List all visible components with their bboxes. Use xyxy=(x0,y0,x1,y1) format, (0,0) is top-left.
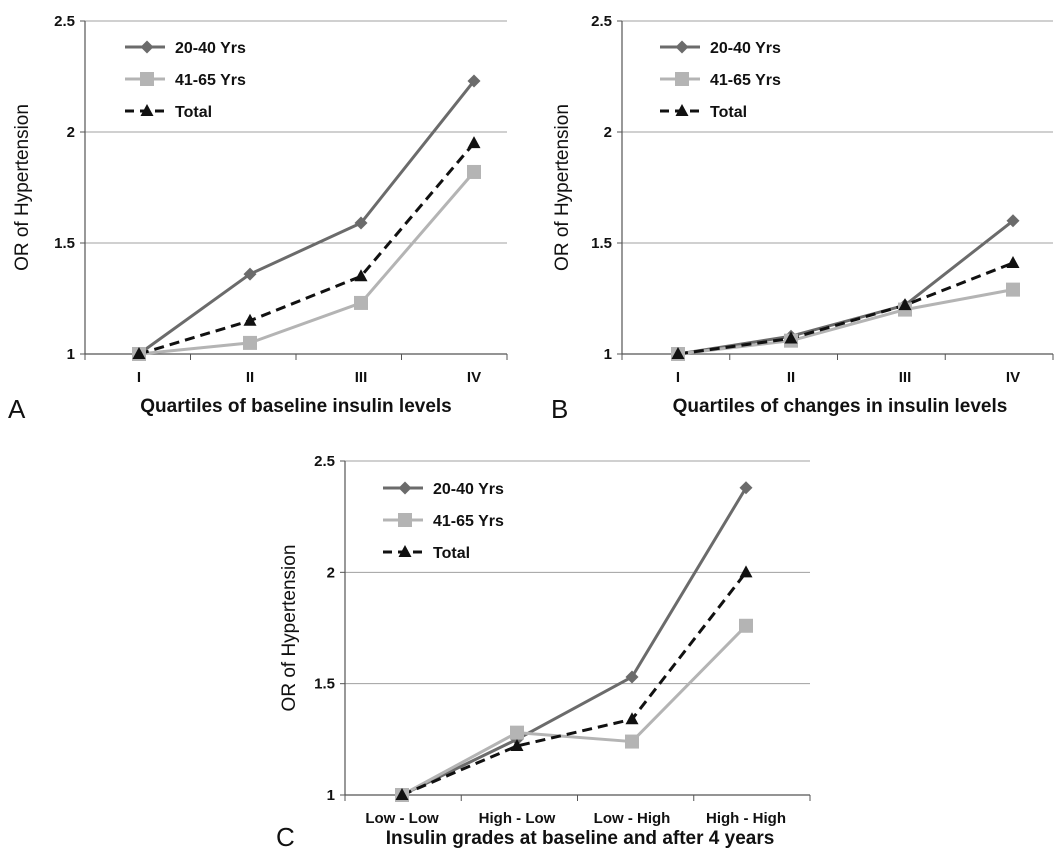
x-tick-label: IV xyxy=(467,369,481,386)
x-tick-label: III xyxy=(355,369,368,386)
y-tick-label: 1.5 xyxy=(591,235,612,252)
y-tick-label: 2.5 xyxy=(591,13,612,30)
data-point xyxy=(395,788,409,800)
x-tick-label: High - Low xyxy=(479,810,556,827)
x-axis-title: Quartiles of changes in insulin levels xyxy=(673,396,1008,417)
x-axis-title: Insulin grades at baseline and after 4 y… xyxy=(386,828,775,849)
data-point xyxy=(243,267,257,281)
data-point xyxy=(1006,214,1020,228)
series-line-total xyxy=(677,261,1014,356)
chart-panel-c: 1 1.5 2 2.5 Low - Low High - Low Low - High Hig… xyxy=(276,453,811,852)
data-point xyxy=(898,298,912,311)
y-tick-label: 2 xyxy=(604,124,612,141)
legend-label: 20-40 Yrs xyxy=(175,40,246,57)
x-tick-label: IV xyxy=(1006,369,1020,386)
y-tick-label: 2.5 xyxy=(314,453,335,470)
series-line-20-40-yrs xyxy=(138,80,476,356)
x-tick-label: II xyxy=(246,369,254,386)
legend-marker xyxy=(675,40,689,54)
data-point xyxy=(625,734,639,749)
y-tick-label: 1.5 xyxy=(54,235,75,252)
data-point xyxy=(354,216,368,230)
panel-letter: C xyxy=(276,822,295,852)
data-point xyxy=(510,725,524,740)
y-tick-label: 1 xyxy=(604,346,612,363)
y-tick-label: 1.5 xyxy=(314,676,335,693)
data-point xyxy=(467,74,481,88)
legend: 20-40 Yrs 41-65 Yrs Total xyxy=(125,40,246,121)
data-point xyxy=(243,335,257,350)
data-point xyxy=(739,481,753,495)
data-point xyxy=(625,670,639,684)
legend-label: 41-65 Yrs xyxy=(175,72,246,89)
legend-label: 41-65 Yrs xyxy=(710,72,781,89)
series-line-41-65-yrs xyxy=(401,624,748,797)
series-line-total xyxy=(401,571,748,797)
legend-marker xyxy=(675,104,689,116)
y-tick-label: 2.5 xyxy=(54,13,75,30)
x-tick-label: III xyxy=(899,369,912,386)
data-point xyxy=(243,313,257,326)
legend: 20-40 Yrs 41-65 Yrs Total xyxy=(383,481,504,562)
y-tick-label: 1 xyxy=(67,346,75,363)
x-tick-label: Low - Low xyxy=(365,810,439,827)
x-tick-label: II xyxy=(787,369,795,386)
x-tick-label: I xyxy=(137,369,141,386)
y-axis-title: OR of Hypertension xyxy=(12,104,33,271)
data-point xyxy=(739,618,753,633)
x-tick-label: High - High xyxy=(706,810,786,827)
data-point xyxy=(671,347,685,359)
data-point xyxy=(784,331,798,344)
legend-label: 41-65 Yrs xyxy=(433,513,504,530)
legend-label: 20-40 Yrs xyxy=(433,481,504,498)
data-point xyxy=(467,164,481,179)
series-line-20-40-yrs xyxy=(401,486,748,797)
data-point xyxy=(354,295,368,310)
legend-marker xyxy=(398,513,412,527)
legend-label: Total xyxy=(710,104,747,121)
legend-marker xyxy=(398,481,412,495)
legend-marker xyxy=(140,104,154,116)
legend-label: 20-40 Yrs xyxy=(710,40,781,57)
data-point xyxy=(739,565,753,578)
data-point xyxy=(625,712,639,725)
legend-label: Total xyxy=(433,545,470,562)
legend-marker xyxy=(140,40,154,54)
data-point xyxy=(1006,282,1020,297)
legend-marker xyxy=(675,72,689,86)
series-line-41-65-yrs xyxy=(138,170,476,356)
y-axis-title: OR of Hypertension xyxy=(279,545,300,712)
y-axis-title: OR of Hypertension xyxy=(552,104,573,271)
data-point xyxy=(467,136,481,149)
x-tick-label: Low - High xyxy=(594,810,671,827)
legend-label: Total xyxy=(175,104,212,121)
x-tick-label: I xyxy=(676,369,680,386)
y-tick-label: 2 xyxy=(67,124,75,141)
data-point xyxy=(510,739,524,752)
y-tick-label: 1 xyxy=(327,787,335,804)
data-point xyxy=(132,347,146,359)
legend-marker xyxy=(398,545,412,557)
legend: 20-40 Yrs 41-65 Yrs Total xyxy=(660,40,781,121)
panel-letter: B xyxy=(551,394,568,424)
legend-marker xyxy=(140,72,154,86)
data-point xyxy=(1006,255,1020,268)
y-tick-label: 2 xyxy=(327,564,335,581)
panel-letter: A xyxy=(8,394,26,424)
x-axis-title: Quartiles of baseline insulin levels xyxy=(140,396,452,417)
series-line-total xyxy=(138,142,476,356)
data-point xyxy=(354,269,368,282)
series-line-20-40-yrs xyxy=(677,219,1014,356)
